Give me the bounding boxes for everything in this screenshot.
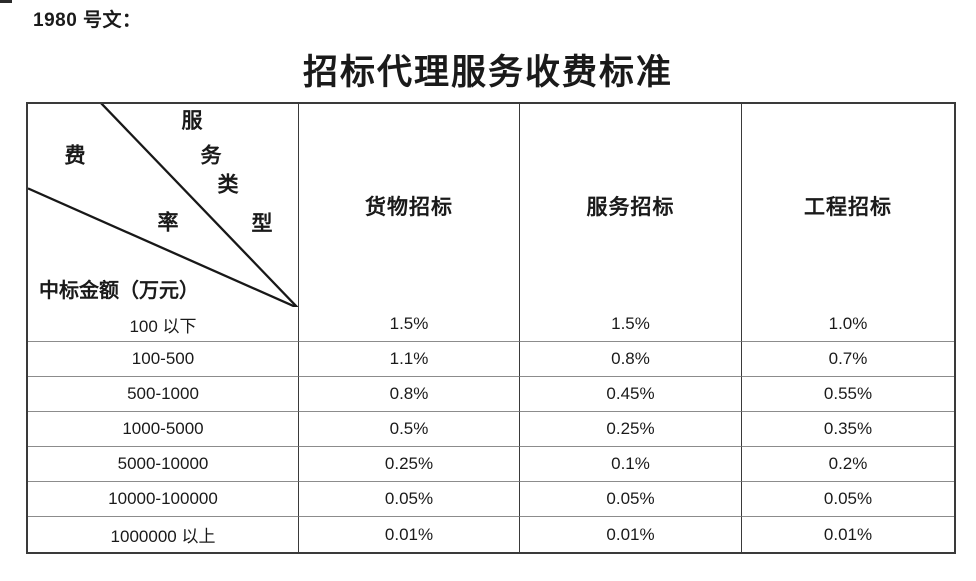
fee-value: 1.0% bbox=[742, 307, 954, 342]
fee-value: 0.05% bbox=[520, 482, 742, 517]
fee-value: 0.2% bbox=[742, 447, 954, 482]
page-title: 招标代理服务收费标准 bbox=[302, 53, 673, 92]
row-label: 1000-5000 bbox=[28, 412, 299, 447]
fee-value: 0.01% bbox=[823, 524, 873, 544]
fee-value: 0.5% bbox=[299, 412, 520, 447]
fee-value: 0.7% bbox=[742, 342, 954, 377]
row-label: 100 以下 bbox=[28, 307, 299, 342]
table-row: 500-1000 0.8% 0.45% 0.55% bbox=[28, 377, 954, 412]
row-label: 10000-100000 bbox=[28, 482, 299, 517]
fee-value: 1.1% bbox=[299, 342, 520, 377]
fee-standard-table: 服 务 类 型 费 率 中标金额（万元） 货物招标 服务招标 工程招标 100 … bbox=[26, 102, 956, 554]
fee-value: 0.25% bbox=[520, 412, 742, 447]
column-header-goods: 货物招标 bbox=[299, 104, 520, 307]
corner-label-service-char: 型 bbox=[251, 211, 273, 236]
diagonal-lines bbox=[28, 104, 298, 307]
corner-label-service-char: 服 bbox=[181, 108, 203, 133]
fee-value: 0.1% bbox=[520, 447, 742, 482]
fee-value: 0.55% bbox=[742, 377, 954, 412]
corner-label-service-char: 务 bbox=[200, 143, 222, 168]
fee-value: 0.35% bbox=[742, 412, 954, 447]
row-label: 500-1000 bbox=[28, 377, 299, 412]
table-row: 5000-10000 0.25% 0.1% 0.2% bbox=[28, 447, 954, 482]
corner-label-amount: 中标金额（万元） bbox=[39, 280, 199, 302]
corner-label-service-char: 类 bbox=[217, 172, 239, 197]
table-row: 1000000 以上 0.01% 0.01% 0.01% bbox=[28, 517, 954, 552]
diagonal-corner-cell: 服 务 类 型 费 率 中标金额（万元） bbox=[28, 104, 299, 307]
row-label: 1000000 以上 bbox=[28, 517, 299, 552]
column-header-services: 服务招标 bbox=[520, 104, 742, 307]
fee-value: 0.8% bbox=[299, 377, 520, 412]
corner-label-rate-char: 费 bbox=[64, 143, 86, 168]
fee-value: 0.25% bbox=[299, 447, 520, 482]
table-header-row: 服 务 类 型 费 率 中标金额（万元） 货物招标 服务招标 工程招标 bbox=[28, 104, 954, 307]
table-row: 1000-5000 0.5% 0.25% 0.35% bbox=[28, 412, 954, 447]
fee-value: 0.45% bbox=[520, 377, 742, 412]
fee-value: 0.05% bbox=[742, 482, 954, 517]
fee-value: 1.5% bbox=[299, 307, 520, 342]
table-row: 100-500 1.1% 0.8% 0.7% bbox=[28, 342, 954, 377]
corner-label-rate-char: 率 bbox=[157, 210, 179, 235]
fee-value: 0.01% bbox=[520, 517, 742, 552]
fee-value: 1.5% bbox=[520, 307, 742, 342]
doc-number: 1980 号文： bbox=[33, 10, 142, 31]
column-header-engineering: 工程招标 bbox=[804, 194, 892, 219]
table-row: 10000-100000 0.05% 0.05% 0.05% bbox=[28, 482, 954, 517]
row-label: 100-500 bbox=[28, 342, 299, 377]
page-corner-artifact bbox=[0, 0, 12, 3]
table-row: 100 以下 1.5% 1.5% 1.0% bbox=[28, 307, 954, 342]
fee-value: 0.8% bbox=[520, 342, 742, 377]
row-label: 5000-10000 bbox=[28, 447, 299, 482]
fee-value: 0.01% bbox=[299, 517, 520, 552]
fee-value: 0.05% bbox=[299, 482, 520, 517]
